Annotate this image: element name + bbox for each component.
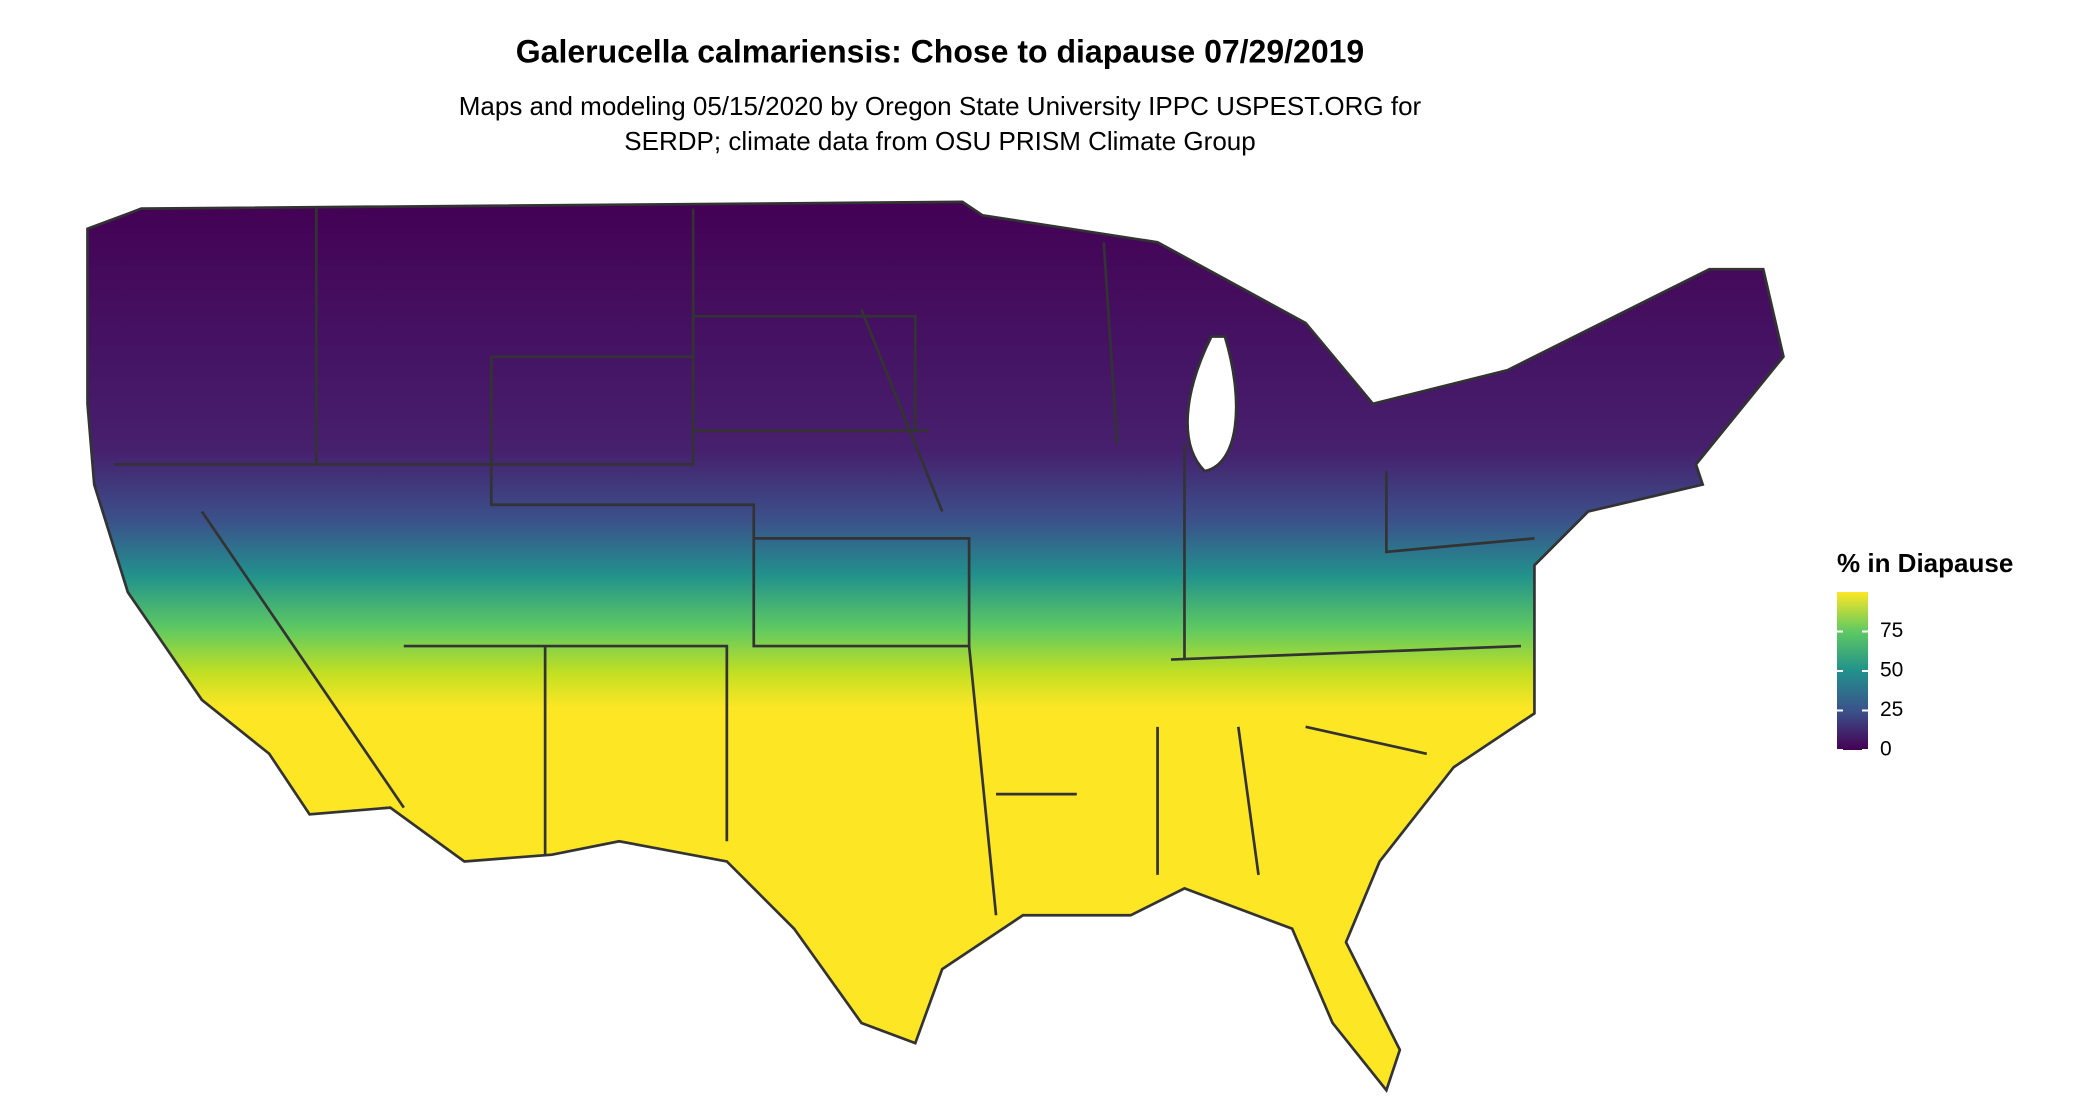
- legend-title: % in Diapause: [1837, 548, 2013, 578]
- legend-tick-label: 75: [1880, 619, 1903, 642]
- map-title: Galerucella calmariensis: Chose to diapa…: [516, 33, 1364, 69]
- us-map: [86, 200, 1785, 1094]
- state-borders: [114, 208, 1535, 916]
- legend-tick-label: 25: [1880, 698, 1903, 721]
- map-subtitle: Maps and modeling 05/15/2020 by Oregon S…: [459, 91, 1422, 121]
- legend-tick-label: 0: [1880, 738, 1892, 761]
- lake-michigan: [1186, 335, 1238, 473]
- legend-tick-label: 50: [1880, 659, 1903, 682]
- legend-ticks: 0 25 50 75: [1837, 619, 1903, 761]
- map-subtitle: SERDP; climate data from OSU PRISM Clima…: [624, 126, 1255, 156]
